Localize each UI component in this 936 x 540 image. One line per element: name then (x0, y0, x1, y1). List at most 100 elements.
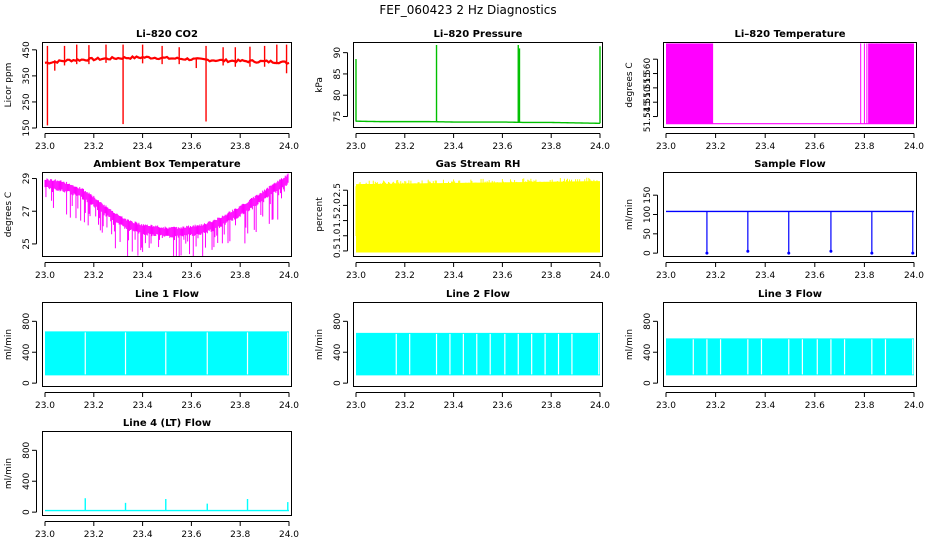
chart-panel-6: Sample Flow 23.0 23.2 23.4 23.6 23.8 24.0 0 50 10… (625, 159, 924, 281)
x-tick-label: 23.6 (805, 401, 825, 411)
chart-panel-1: Li–820 CO2 23.0 23.2 23.4 23.6 23.8 24.0 150 250… (4, 29, 299, 152)
x-tick-label: 23.0 (346, 142, 366, 152)
y-tick-label: 0 (333, 380, 343, 386)
x-tick-label: 24.0 (279, 142, 299, 152)
plot-frame (663, 302, 917, 387)
x-tick-label: 23.0 (35, 530, 55, 540)
y-tick-label: 250 (22, 93, 32, 110)
x-tick-label: 23.0 (656, 271, 676, 281)
series-point (829, 249, 833, 253)
x-tick-label: 23.8 (854, 271, 874, 281)
x-tick-label: 24.0 (590, 271, 610, 281)
x-tick-label: 23.6 (181, 271, 201, 281)
x-tick-label: 23.2 (706, 142, 726, 152)
x-tick-label: 23.4 (133, 530, 153, 540)
x-tick-label: 23.6 (492, 142, 512, 152)
y-tick-label: 27 (22, 206, 32, 217)
chart-title: Li–820 Temperature (734, 29, 845, 40)
y-tick-label: 0 (643, 250, 653, 256)
y-tick-label: 800 (333, 312, 343, 329)
x-axis: 23.0 23.2 23.4 23.6 23.8 24.0 (35, 392, 299, 411)
chart-title: Gas Stream RH (436, 159, 521, 170)
y-axis-label: ml/min (625, 199, 635, 230)
x-tick-label: 23.2 (84, 142, 104, 152)
x-tick-label: 23.4 (755, 142, 775, 152)
chart-panel-7: Line 1 Flow 23.0 23.2 23.4 23.6 23.8 24.0 0 400 8… (4, 289, 299, 411)
y-axis: 0 400 800 (333, 312, 348, 386)
plot-area (44, 173, 289, 257)
x-tick-label: 23.8 (541, 271, 561, 281)
x-tick-label: 23.8 (541, 142, 561, 152)
plot-area (666, 210, 915, 255)
x-tick-label: 23.2 (84, 401, 104, 411)
plot-frame (42, 42, 292, 128)
y-tick-label: 1.5 (333, 213, 343, 227)
y-tick-label: 400 (643, 343, 653, 360)
chart-panel-3: Li–820 Temperature 23.0 23.2 23.4 23.6 23.8 24… (625, 29, 924, 152)
chart-title: Line 2 Flow (446, 289, 510, 300)
y-tick-label: 50 (643, 228, 653, 240)
x-tick-label: 23.2 (84, 530, 104, 540)
x-tick-label: 23.0 (346, 271, 366, 281)
x-tick-label: 23.4 (133, 271, 153, 281)
plot-frame (663, 42, 917, 128)
y-tick-label: 51.550 (643, 86, 653, 118)
x-tick-label: 23.2 (395, 271, 415, 281)
plot-area (355, 177, 600, 253)
y-axis-label: ml/min (315, 329, 325, 360)
series-band (868, 43, 914, 124)
x-tick-label: 23.2 (395, 142, 415, 152)
x-tick-label: 23.6 (181, 530, 201, 540)
y-tick-label: 1.0 (333, 228, 343, 243)
y-axis-label: ml/min (625, 329, 635, 360)
x-tick-label: 23.8 (230, 530, 250, 540)
x-tick-label: 24.0 (904, 271, 924, 281)
plot-area (355, 44, 601, 125)
y-axis-label: percent (315, 197, 325, 232)
x-axis: 23.0 23.2 23.4 23.6 23.8 24.0 (656, 133, 924, 152)
x-tick-label: 23.0 (35, 142, 55, 152)
y-axis-label: degrees C (4, 192, 14, 237)
y-tick-label: 75 (333, 111, 343, 122)
plot-area (356, 332, 600, 376)
y-tick-label: 150 (643, 186, 653, 203)
x-tick-label: 23.6 (492, 401, 512, 411)
series-line (355, 120, 601, 125)
x-tick-label: 24.0 (904, 401, 924, 411)
plot-frame (353, 172, 603, 257)
y-tick-label: 350 (22, 67, 32, 84)
y-tick-label: 2.5 (333, 183, 343, 197)
y-tick-label: 100 (643, 206, 653, 223)
plot-frame (42, 302, 292, 387)
x-tick-label: 23.4 (444, 271, 464, 281)
x-axis: 23.0 23.2 23.4 23.6 23.8 24.0 (656, 262, 924, 281)
x-tick-label: 23.6 (181, 401, 201, 411)
y-tick-label: 0.5 (333, 244, 343, 258)
series-area (356, 332, 600, 376)
y-axis: 75 80 85 90 (333, 47, 348, 122)
x-tick-label: 23.4 (444, 142, 464, 152)
y-axis-label: degrees C (625, 62, 635, 107)
figure-title: FEF_060423 2 Hz Diagnostics (379, 3, 556, 17)
plot-frame (42, 172, 292, 257)
x-tick-label: 23.6 (805, 271, 825, 281)
plot-area (45, 331, 289, 376)
y-tick-label: 450 (22, 41, 32, 58)
x-tick-label: 23.2 (706, 401, 726, 411)
y-tick-label: 51.545 (643, 101, 653, 132)
plot-area (666, 43, 914, 125)
x-axis: 23.0 23.2 23.4 23.6 23.8 24.0 (346, 392, 610, 411)
chart-title: Line 3 Flow (758, 289, 822, 300)
x-tick-label: 24.0 (590, 142, 610, 152)
x-tick-label: 23.4 (133, 401, 153, 411)
y-tick-label: 0 (22, 380, 32, 386)
x-tick-label: 24.0 (279, 530, 299, 540)
chart-panel-2: Li–820 Pressure 23.0 23.2 23.4 23.6 23.8 24.0 7… (315, 29, 610, 152)
chart-title: Li–820 CO2 (136, 29, 198, 40)
chart-title: Sample Flow (754, 159, 826, 170)
x-tick-label: 23.8 (230, 401, 250, 411)
y-tick-label: 25 (22, 238, 32, 249)
y-axis-label: kPa (315, 77, 325, 93)
